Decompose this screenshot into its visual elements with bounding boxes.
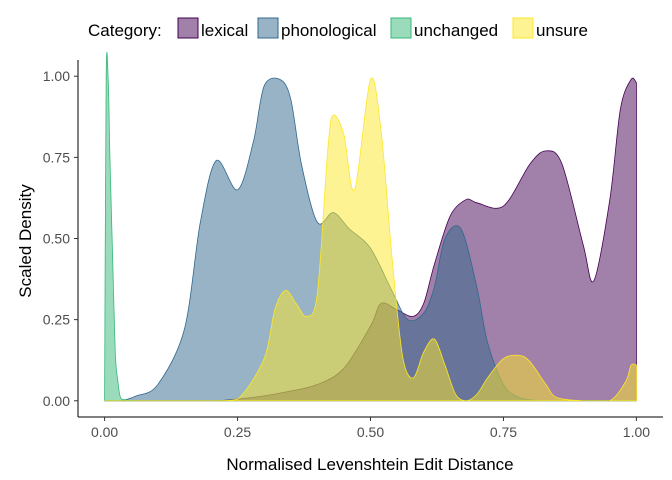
x-tick-label: 0.50 — [357, 424, 384, 440]
legend-label-lexical: lexical — [201, 21, 248, 40]
legend-items: lexical phonological unchanged unsure — [177, 17, 588, 40]
x-axis-title: Normalised Levenshtein Edit Distance — [226, 455, 513, 474]
x-tick-label: 0.75 — [490, 424, 517, 440]
y-tick-label: 0.75 — [43, 149, 70, 165]
legend-label-phonological: phonological — [281, 21, 376, 40]
legend-key-phonological — [257, 17, 279, 39]
y-tick-label: 0.50 — [43, 231, 70, 247]
legend-label-unsure: unsure — [536, 21, 588, 40]
legend-label-unchanged: unchanged — [414, 21, 498, 40]
legend-key-lexical — [177, 17, 199, 39]
y-tick-label: 0.00 — [43, 393, 70, 409]
legend-key-unsure — [512, 17, 534, 39]
y-axis-title: Scaled Density — [16, 184, 35, 298]
y-tick-label: 1.00 — [43, 68, 70, 84]
legend-key-unchanged — [390, 17, 412, 39]
legend-title: Category: — [88, 21, 162, 40]
y-tick-label: 0.25 — [43, 312, 70, 328]
density-area-unsure — [104, 77, 637, 402]
x-tick-label: 1.00 — [623, 424, 650, 440]
y-ticks: 0.00 0.25 0.50 0.75 1.00 — [43, 68, 78, 409]
x-ticks: 0.00 0.25 0.50 0.75 1.00 — [91, 417, 650, 440]
legend: Category: lexical phonological unchanged un… — [88, 17, 588, 40]
x-tick-label: 0.25 — [224, 424, 251, 440]
plot-areas — [104, 52, 637, 402]
x-tick-label: 0.00 — [91, 424, 118, 440]
